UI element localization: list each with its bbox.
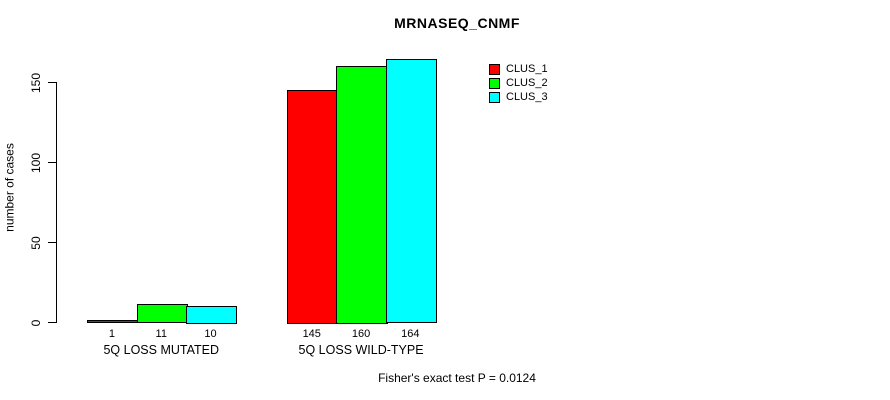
- y-tick-label: 150: [29, 72, 43, 93]
- bar-clus_1-group2: [287, 89, 339, 324]
- legend-label: CLUS_2: [506, 77, 548, 89]
- bar-clus_2-group1: [136, 303, 188, 324]
- x-category-label: 5Q LOSS MUTATED: [103, 343, 220, 357]
- y-axis-line: [56, 82, 57, 323]
- y-tick: [48, 242, 56, 243]
- chart-title: MRNASEQ_CNMF: [394, 15, 520, 31]
- footer-annotation: Fisher's exact test P = 0.0124: [378, 371, 536, 385]
- legend-swatch-icon: [489, 64, 500, 75]
- y-tick-label: 0: [29, 319, 43, 326]
- y-axis-label: number of cases: [2, 143, 17, 232]
- bar-value-label: 1: [108, 328, 115, 340]
- y-tick: [48, 322, 56, 323]
- bar-clus_3-group2: [385, 59, 437, 324]
- bar-clus_3-group1: [185, 305, 238, 324]
- y-tick: [48, 162, 56, 163]
- bar-clus_1-group1: [87, 319, 139, 324]
- bar-value-label: 10: [204, 328, 217, 340]
- y-tick-label: 100: [29, 152, 43, 173]
- bar-value-label: 164: [401, 328, 420, 340]
- legend-swatch-icon: [489, 78, 500, 89]
- legend-label: CLUS_3: [506, 91, 548, 103]
- legend-swatch-icon: [489, 92, 500, 103]
- y-tick-label: 50: [29, 235, 43, 250]
- x-category-label: 5Q LOSS WILD-TYPE: [298, 343, 424, 357]
- y-tick: [48, 82, 56, 83]
- bar-value-label: 11: [155, 328, 167, 340]
- bar-value-label: 145: [302, 328, 321, 340]
- legend-label: CLUS_1: [506, 63, 548, 75]
- bar-value-label: 160: [351, 328, 371, 340]
- bar-clus_2-group2: [336, 65, 388, 324]
